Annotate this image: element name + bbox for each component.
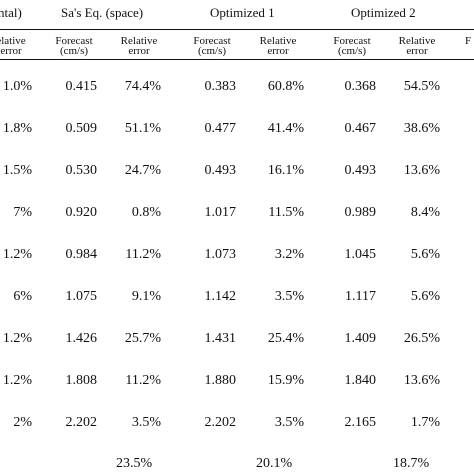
cell-opt2-forecast: 1.045	[344, 247, 377, 262]
cell-opt1-forecast: 0.477	[204, 121, 237, 136]
cell-opt2-forecast: 1.409	[344, 331, 377, 346]
cell-opt2-forecast: 0.467	[344, 121, 377, 136]
cell-opt1-relative-error: 16.1%	[267, 163, 304, 178]
cell-experimental-relative-error: 1.2%	[2, 373, 32, 388]
cell-opt1-relative-error: 41.4%	[267, 121, 304, 136]
cell-opt1-forecast: 1.017	[204, 205, 237, 220]
cell-sa-relative-error: 51.1%	[124, 121, 161, 136]
cell-sa-relative-error: 74.4%	[124, 79, 161, 94]
cell-experimental-relative-error: 7%	[13, 205, 32, 220]
group-header-sa-eq: Sa's Eq. (space)	[61, 5, 144, 20]
sub-header-forecast: Forecast (cm/s)	[193, 35, 231, 57]
sub-header-relative-error: Relative error	[120, 35, 158, 57]
cell-opt2-forecast: 0.493	[344, 163, 377, 178]
cell-opt2-forecast: 0.989	[344, 205, 377, 220]
cell-sa-relative-error: 25.7%	[124, 331, 161, 346]
cell-opt1-forecast: 1.880	[204, 373, 237, 388]
cell-opt2-relative-error: 26.5%	[403, 331, 440, 346]
cell-opt1-relative-error: 3.5%	[274, 415, 304, 430]
cell-opt1-relative-error: 15.9%	[267, 373, 304, 388]
group-header-experimental: ntal)	[0, 5, 22, 20]
cell-sa-forecast: 1.075	[65, 289, 98, 304]
cell-sa-forecast: 1.808	[65, 373, 98, 388]
cell-opt1-relative-error: 11.5%	[268, 205, 304, 220]
cell-sa-forecast: 0.530	[65, 163, 98, 178]
sub-header-forecast: Forecast (cm/s)	[55, 35, 93, 57]
cell-opt1-forecast: 2.202	[204, 415, 237, 430]
average-optimized-2: 18.7%	[393, 456, 430, 471]
cell-opt1-relative-error: 60.8%	[267, 79, 304, 94]
cell-opt1-forecast: 0.383	[204, 79, 237, 94]
average-sa-eq: 23.5%	[116, 456, 153, 471]
cell-opt1-relative-error: 3.5%	[274, 289, 304, 304]
sub-header-relative-error: Relative error	[259, 35, 297, 57]
cell-opt2-relative-error: 8.4%	[410, 205, 440, 220]
cell-experimental-relative-error: 1.8%	[2, 121, 32, 136]
cell-opt2-forecast: 1.840	[344, 373, 377, 388]
cell-sa-forecast: 0.984	[65, 247, 98, 262]
cell-opt2-relative-error: 13.6%	[403, 163, 440, 178]
cell-sa-forecast: 0.415	[65, 79, 98, 94]
cell-sa-relative-error: 11.2%	[125, 247, 161, 262]
cell-sa-relative-error: 9.1%	[131, 289, 161, 304]
cell-opt2-forecast: 1.117	[345, 289, 376, 304]
cell-experimental-relative-error: 1.2%	[2, 331, 32, 346]
cell-experimental-relative-error: 6%	[13, 289, 32, 304]
cell-opt2-relative-error: 5.6%	[410, 247, 440, 262]
cell-experimental-relative-error: 2%	[13, 415, 32, 430]
cell-sa-relative-error: 3.5%	[131, 415, 161, 430]
group-header-optimized-1: Optimized 1	[210, 5, 275, 20]
cell-opt2-relative-error: 13.6%	[403, 373, 440, 388]
cell-sa-forecast: 1.426	[65, 331, 98, 346]
cell-opt1-forecast: 1.142	[204, 289, 237, 304]
cell-sa-forecast: 2.202	[65, 415, 98, 430]
cell-opt2-relative-error: 5.6%	[410, 289, 440, 304]
header-rule	[0, 29, 474, 30]
cell-opt2-relative-error: 54.5%	[403, 79, 440, 94]
cell-sa-relative-error: 11.2%	[125, 373, 161, 388]
group-header-optimized-2: Optimized 2	[351, 5, 416, 20]
cell-sa-forecast: 0.509	[65, 121, 98, 136]
cell-sa-forecast: 0.920	[65, 205, 98, 220]
sub-header-forecast: Forecast (cm/s)	[333, 35, 371, 57]
cell-opt2-relative-error: 38.6%	[403, 121, 440, 136]
cell-opt1-forecast: 1.431	[204, 331, 237, 346]
sub-header-relative-error: Relative error	[398, 35, 436, 57]
cell-opt1-relative-error: 3.2%	[274, 247, 304, 262]
sub-header-forecast: F	[464, 35, 472, 47]
cell-opt1-forecast: 1.073	[204, 247, 237, 262]
cell-sa-relative-error: 24.7%	[124, 163, 161, 178]
cell-opt2-relative-error: 1.7%	[410, 415, 440, 430]
cell-opt1-forecast: 0.493	[204, 163, 237, 178]
cell-experimental-relative-error: 1.0%	[2, 79, 32, 94]
sub-header-rule	[0, 59, 474, 60]
cell-opt2-forecast: 0.368	[344, 79, 377, 94]
average-optimized-1: 20.1%	[256, 456, 293, 471]
cell-sa-relative-error: 0.8%	[131, 205, 161, 220]
cell-opt2-forecast: 2.165	[344, 415, 377, 430]
cell-experimental-relative-error: 1.5%	[2, 163, 32, 178]
cell-experimental-relative-error: 1.2%	[2, 247, 32, 262]
cell-opt1-relative-error: 25.4%	[267, 331, 304, 346]
